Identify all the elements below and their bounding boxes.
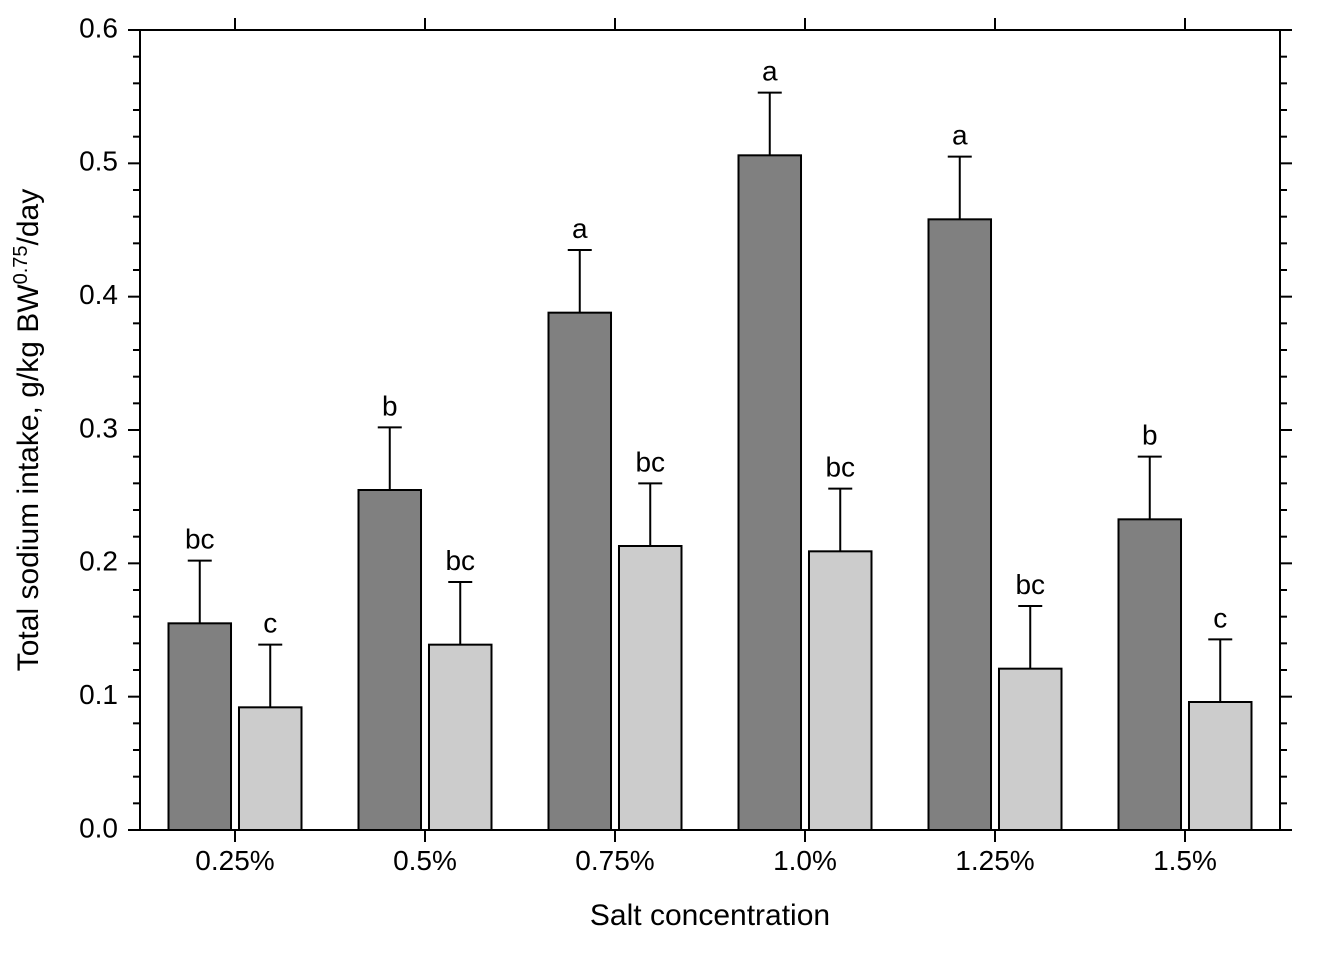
plot-frame: [140, 30, 1280, 830]
significance-label: bc: [1015, 569, 1045, 600]
significance-label: bc: [825, 452, 855, 483]
y-tick-label: 0.2: [79, 546, 118, 577]
bar-series-a: [929, 219, 992, 830]
significance-label: bc: [635, 446, 665, 477]
y-tick-label: 0.0: [79, 812, 118, 843]
bar-series-b: [809, 551, 872, 830]
significance-label: bc: [185, 524, 215, 555]
bar-series-b: [239, 707, 302, 830]
bar-series-a: [169, 623, 232, 830]
y-axis-title: Total sodium intake, g/kg BW0.75/day: [10, 189, 45, 672]
bar-series-a: [1119, 519, 1182, 830]
significance-label: c: [1213, 602, 1227, 633]
y-tick-label: 0.5: [79, 146, 118, 177]
x-tick-label: 1.0%: [773, 845, 837, 876]
significance-label: a: [572, 213, 588, 244]
bar-series-a: [359, 490, 422, 830]
bar-series-a: [739, 155, 802, 830]
bar-series-b: [1189, 702, 1252, 830]
chart-container: 0.0 0.1 0.2 0.3 0.4 0.5 0.6 Total sodium intake…: [0, 0, 1325, 959]
x-tick-label: 1.25%: [955, 845, 1034, 876]
x-tick-label: 0.75%: [575, 845, 654, 876]
y-tick-label: 0.1: [79, 679, 118, 710]
x-axis-title: Salt concentration: [590, 899, 830, 932]
sodium-intake-bar-chart: 0.0 0.1 0.2 0.3 0.4 0.5 0.6 Total sodium intake…: [0, 0, 1325, 959]
x-tick-label: 1.5%: [1153, 845, 1217, 876]
x-tick-label: 0.25%: [195, 845, 274, 876]
bar-series-b: [619, 546, 682, 830]
significance-label: b: [1142, 420, 1158, 451]
significance-label: bc: [445, 545, 475, 576]
significance-label: b: [382, 390, 398, 421]
significance-label: a: [762, 56, 778, 87]
bar-series-a: [549, 313, 612, 830]
bar-series-b: [999, 669, 1062, 830]
significance-label: c: [263, 608, 277, 639]
y-tick-label: 0.4: [79, 279, 118, 310]
significance-label: a: [952, 120, 968, 151]
y-tick-label: 0.3: [79, 412, 118, 443]
bar-series-b: [429, 645, 492, 830]
x-tick-label: 0.5%: [393, 845, 457, 876]
y-tick-label: 0.6: [79, 12, 118, 43]
